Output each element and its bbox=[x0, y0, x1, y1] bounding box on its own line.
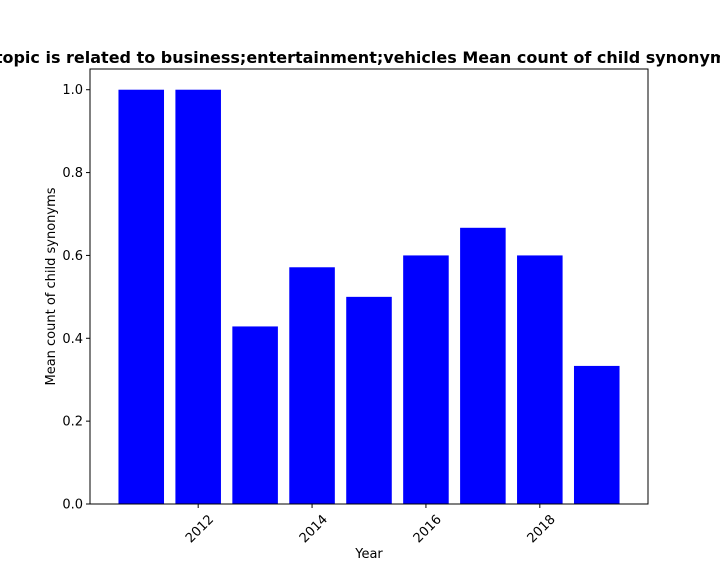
x-tick-label: 2016 bbox=[411, 512, 445, 546]
bar-2014 bbox=[289, 267, 335, 504]
bars-group bbox=[118, 89, 620, 504]
x-tick-label: 2018 bbox=[525, 512, 559, 546]
bar-2013 bbox=[232, 326, 278, 504]
chart-title: Pages where the topic is related to busi… bbox=[0, 48, 720, 67]
y-axis: 0.0 0.2 0.4 0.6 0.8 1.0 bbox=[62, 83, 90, 513]
bar-2017 bbox=[460, 227, 506, 504]
bar-2016 bbox=[403, 255, 449, 504]
y-tick-label: 0.2 bbox=[62, 415, 83, 430]
bar-2018 bbox=[517, 255, 563, 504]
bar-2015 bbox=[346, 296, 392, 504]
x-axis: 2012 2014 2016 2018 bbox=[183, 504, 559, 546]
y-axis-label: Mean count of child synonyms bbox=[44, 187, 59, 385]
y-tick-label: 1.0 bbox=[62, 83, 83, 98]
y-tick-label: 0.8 bbox=[62, 166, 83, 181]
y-tick-label: 0.6 bbox=[62, 249, 83, 264]
x-tick-label: 2014 bbox=[297, 512, 331, 546]
bar-2011 bbox=[118, 89, 165, 504]
plot-frame bbox=[89, 68, 649, 505]
y-tick-label: 0.4 bbox=[62, 332, 83, 347]
y-tick-label: 0.0 bbox=[62, 498, 83, 513]
bar-2019 bbox=[573, 365, 620, 504]
bar-2012 bbox=[175, 89, 221, 504]
x-tick-label: 2012 bbox=[183, 512, 217, 546]
x-axis-label: Year bbox=[354, 547, 383, 562]
